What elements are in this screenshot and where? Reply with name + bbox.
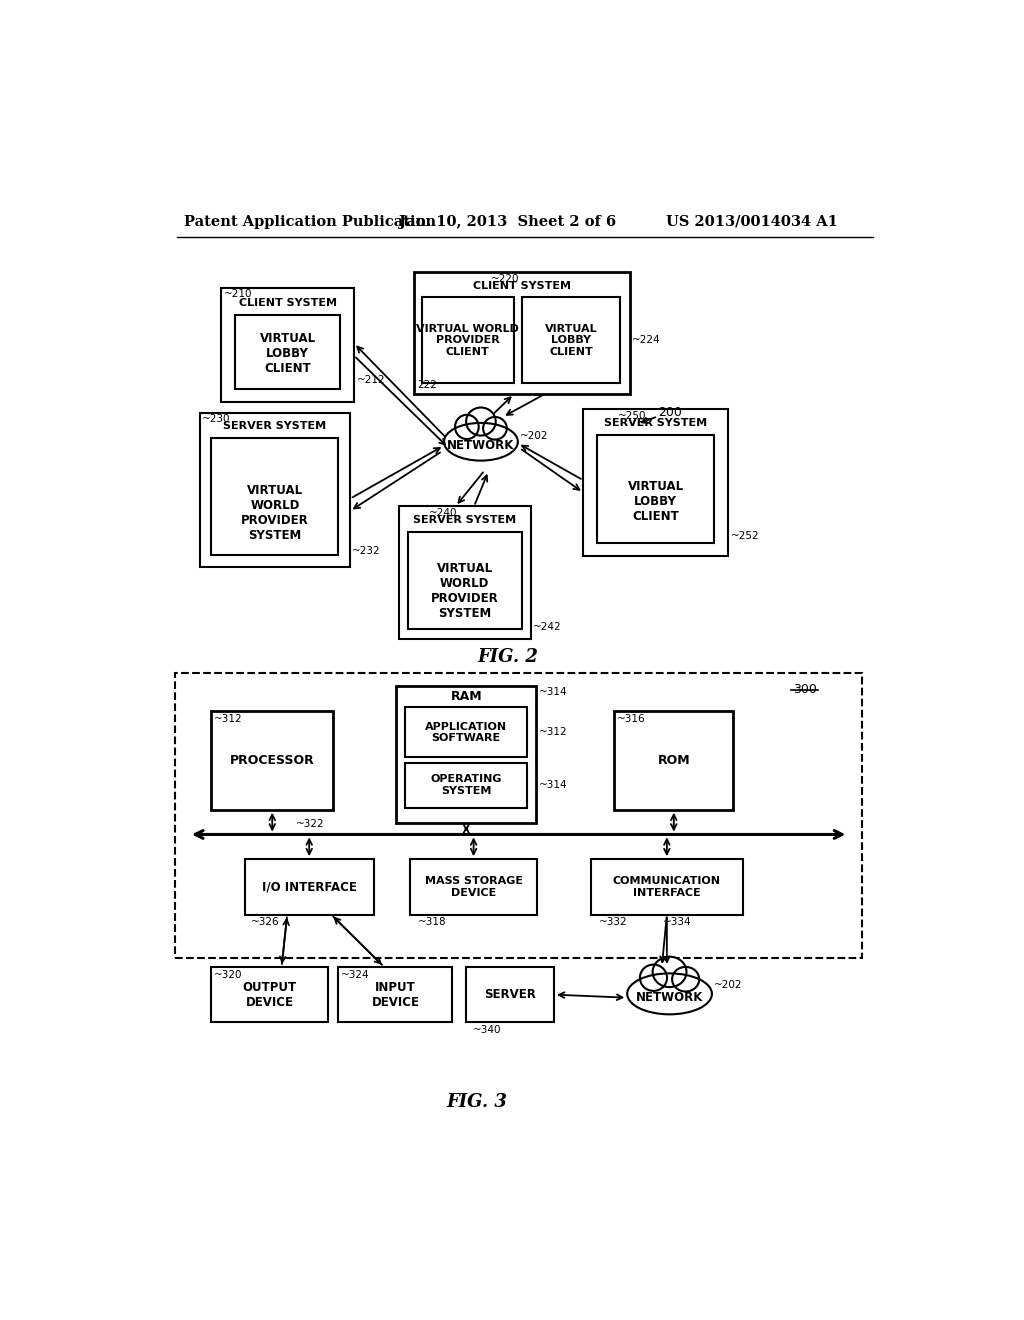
Text: Jan. 10, 2013  Sheet 2 of 6: Jan. 10, 2013 Sheet 2 of 6 xyxy=(398,215,615,228)
Bar xyxy=(211,711,333,810)
Ellipse shape xyxy=(640,965,667,991)
Text: VIRTUAL WORLD
PROVIDER
CLIENT: VIRTUAL WORLD PROVIDER CLIENT xyxy=(417,323,519,356)
Text: 222: 222 xyxy=(417,380,437,389)
Text: MASS STORAGE
DEVICE: MASS STORAGE DEVICE xyxy=(425,876,522,898)
Bar xyxy=(521,297,621,383)
Bar xyxy=(466,966,554,1022)
Text: ~340: ~340 xyxy=(473,1026,502,1035)
Text: SERVER SYSTEM: SERVER SYSTEM xyxy=(604,418,708,428)
Text: ~224: ~224 xyxy=(632,335,660,345)
Bar xyxy=(200,412,350,566)
Bar xyxy=(396,686,537,822)
Ellipse shape xyxy=(455,414,478,440)
Text: 300: 300 xyxy=(793,684,816,696)
Text: CLIENT SYSTEM: CLIENT SYSTEM xyxy=(239,298,337,308)
Text: NETWORK: NETWORK xyxy=(447,440,515,453)
Bar xyxy=(211,966,329,1022)
Bar xyxy=(408,532,521,628)
Text: FIG. 3: FIG. 3 xyxy=(446,1093,508,1110)
Bar xyxy=(614,711,733,810)
Text: ~230: ~230 xyxy=(202,413,230,424)
Text: FIG. 2: FIG. 2 xyxy=(477,648,539,667)
Text: ~240: ~240 xyxy=(429,508,458,517)
Text: SERVER SYSTEM: SERVER SYSTEM xyxy=(223,421,327,432)
Ellipse shape xyxy=(652,957,686,987)
Bar xyxy=(211,438,339,554)
Text: PROCESSOR: PROCESSOR xyxy=(229,754,314,767)
Bar xyxy=(591,859,742,915)
Text: ~250: ~250 xyxy=(617,411,646,421)
Text: ~202: ~202 xyxy=(519,430,548,441)
Text: VIRTUAL
WORLD
PROVIDER
SYSTEM: VIRTUAL WORLD PROVIDER SYSTEM xyxy=(241,483,309,541)
Text: ~314: ~314 xyxy=(539,780,567,791)
Bar xyxy=(245,859,374,915)
Bar xyxy=(414,272,630,395)
Text: OUTPUT
DEVICE: OUTPUT DEVICE xyxy=(243,981,297,1008)
Text: 200: 200 xyxy=(658,407,682,418)
Text: VIRTUAL
LOBBY
CLIENT: VIRTUAL LOBBY CLIENT xyxy=(259,333,315,375)
Text: ~332: ~332 xyxy=(599,917,628,927)
Text: ~312: ~312 xyxy=(539,727,567,738)
Text: NETWORK: NETWORK xyxy=(636,991,703,1005)
Bar xyxy=(236,314,340,388)
Text: COMMUNICATION
INTERFACE: COMMUNICATION INTERFACE xyxy=(613,876,721,898)
Text: ~320: ~320 xyxy=(214,970,243,979)
Ellipse shape xyxy=(466,408,496,436)
Bar xyxy=(422,297,514,383)
Text: INPUT
DEVICE: INPUT DEVICE xyxy=(372,981,420,1008)
Text: SERVER: SERVER xyxy=(484,989,536,1001)
Text: ~312: ~312 xyxy=(214,714,243,723)
Text: ~314: ~314 xyxy=(539,686,567,697)
Text: ~316: ~316 xyxy=(616,714,645,723)
Text: VIRTUAL
WORLD
PROVIDER
SYSTEM: VIRTUAL WORLD PROVIDER SYSTEM xyxy=(431,562,499,620)
Text: SERVER SYSTEM: SERVER SYSTEM xyxy=(413,515,516,525)
Text: I/O INTERFACE: I/O INTERFACE xyxy=(262,880,356,894)
Bar xyxy=(175,673,862,958)
Text: VIRTUAL
LOBBY
CLIENT: VIRTUAL LOBBY CLIENT xyxy=(545,323,597,356)
Text: VIRTUAL
LOBBY
CLIENT: VIRTUAL LOBBY CLIENT xyxy=(628,480,684,523)
Text: ~220: ~220 xyxy=(490,273,519,284)
Bar xyxy=(410,859,538,915)
Text: ~318: ~318 xyxy=(418,917,446,927)
Text: ~210: ~210 xyxy=(223,289,252,298)
Bar xyxy=(597,434,714,543)
Text: ~232: ~232 xyxy=(352,546,381,556)
Text: ~212: ~212 xyxy=(357,375,386,385)
Text: ~324: ~324 xyxy=(341,970,370,979)
Text: ~242: ~242 xyxy=(534,622,562,632)
Text: CLIENT SYSTEM: CLIENT SYSTEM xyxy=(473,281,570,292)
Text: RAM: RAM xyxy=(451,690,482,704)
Text: ~252: ~252 xyxy=(730,532,759,541)
Text: ~322: ~322 xyxy=(296,818,325,829)
Text: ROM: ROM xyxy=(657,754,690,767)
Text: Patent Application Publication: Patent Application Publication xyxy=(184,215,436,228)
Bar xyxy=(406,763,527,808)
Ellipse shape xyxy=(444,422,518,461)
Text: OPERATING
SYSTEM: OPERATING SYSTEM xyxy=(430,775,502,796)
Text: ~326: ~326 xyxy=(251,917,280,927)
Text: US 2013/0014034 A1: US 2013/0014034 A1 xyxy=(666,215,838,228)
Bar xyxy=(221,288,354,401)
Ellipse shape xyxy=(628,973,712,1014)
Bar xyxy=(398,507,531,639)
Ellipse shape xyxy=(483,417,507,440)
Text: ~334: ~334 xyxy=(663,917,691,927)
Bar xyxy=(339,966,453,1022)
Bar xyxy=(584,409,728,556)
Bar xyxy=(406,708,527,758)
Ellipse shape xyxy=(672,968,699,991)
Text: ~202: ~202 xyxy=(714,979,742,990)
Text: APPLICATION
SOFTWARE: APPLICATION SOFTWARE xyxy=(425,722,507,743)
